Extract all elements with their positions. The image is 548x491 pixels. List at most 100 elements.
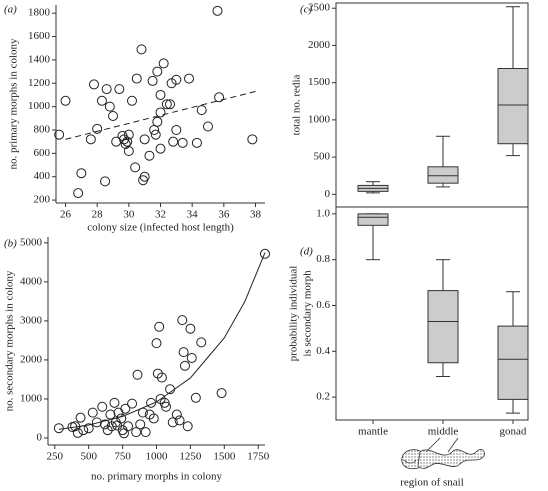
point xyxy=(155,107,166,118)
point xyxy=(140,427,151,438)
point xyxy=(212,5,223,16)
point xyxy=(123,129,134,140)
fit-line xyxy=(58,252,266,430)
point xyxy=(148,413,159,424)
point xyxy=(139,171,150,182)
y-tick-label: 1000 xyxy=(28,100,51,112)
point xyxy=(99,419,110,430)
panel-label: (d) xyxy=(300,246,313,258)
point xyxy=(247,134,258,145)
point xyxy=(147,75,158,86)
point xyxy=(158,58,169,69)
box xyxy=(497,325,529,400)
y-tick-label: 0.6 xyxy=(316,299,330,311)
y-tick-label: 1800 xyxy=(28,7,51,19)
x-tick-label: gonad xyxy=(500,426,527,438)
y-tick-label: 2000 xyxy=(308,39,331,51)
point xyxy=(100,176,111,187)
y-tick-label: 1500 xyxy=(308,76,331,88)
point xyxy=(137,407,148,418)
x-tick-label: 1250 xyxy=(179,451,202,463)
point xyxy=(177,137,188,148)
point xyxy=(178,347,189,358)
y-axis-title: no. primary morphs in colony xyxy=(8,38,20,170)
y-tick-label: 1200 xyxy=(28,77,51,89)
y-tick-label: 1000 xyxy=(20,392,43,404)
point xyxy=(75,412,86,423)
point xyxy=(120,139,131,150)
x-axis-title: region of snail xyxy=(400,477,464,489)
y-axis-title: probability individual xyxy=(288,266,300,362)
y-axis-title: is secondary morph xyxy=(302,270,314,357)
point xyxy=(152,116,163,127)
point xyxy=(136,44,147,55)
point xyxy=(60,95,71,106)
point xyxy=(54,129,65,140)
x-tick-label: 36 xyxy=(218,209,230,221)
y-axis-title: total no. redia xyxy=(291,74,303,135)
x-tick-label: 32 xyxy=(155,209,166,221)
point xyxy=(127,95,137,106)
point xyxy=(144,150,155,161)
point xyxy=(120,403,131,414)
point xyxy=(171,124,182,135)
point xyxy=(191,137,202,148)
point xyxy=(111,136,122,147)
point xyxy=(97,401,108,412)
y-tick-label: 0 xyxy=(37,432,43,444)
point xyxy=(177,315,188,326)
point xyxy=(171,74,182,85)
snail-drawing xyxy=(401,437,485,470)
point xyxy=(104,101,115,112)
point xyxy=(96,95,107,106)
point xyxy=(203,121,213,132)
point xyxy=(123,146,134,157)
point xyxy=(151,338,162,349)
plot-frame xyxy=(335,206,529,421)
point xyxy=(146,397,157,408)
point xyxy=(168,136,179,147)
point xyxy=(78,425,89,436)
point xyxy=(132,369,143,380)
point xyxy=(131,73,142,84)
x-tick-label: middle xyxy=(428,426,459,438)
panel-label: (c) xyxy=(300,4,313,16)
point xyxy=(85,134,96,145)
point xyxy=(165,99,175,110)
point xyxy=(156,372,167,383)
point xyxy=(87,407,98,418)
point xyxy=(160,401,171,412)
x-tick-label: 1000 xyxy=(146,451,169,463)
point xyxy=(112,420,123,431)
panel-label: (a) xyxy=(4,4,17,16)
point xyxy=(76,168,87,179)
y-tick-label: 1000 xyxy=(308,113,331,125)
x-tick-label: 34 xyxy=(187,209,199,221)
box xyxy=(427,290,459,364)
y-tick-label: 500 xyxy=(314,151,331,163)
point xyxy=(108,110,118,121)
point xyxy=(113,407,124,418)
point xyxy=(83,423,94,434)
x-axis-title: no. primary morphs in colony xyxy=(91,471,223,483)
point xyxy=(161,99,172,110)
point xyxy=(118,428,129,439)
point xyxy=(165,384,176,395)
y-tick-label: 600 xyxy=(34,147,51,159)
point xyxy=(155,143,166,154)
y-tick-label: 0.8 xyxy=(316,253,330,265)
point xyxy=(171,409,182,420)
point xyxy=(184,73,194,84)
x-tick-label: 250 xyxy=(47,451,64,463)
point xyxy=(123,421,134,432)
point xyxy=(101,84,112,95)
point xyxy=(182,421,193,432)
fit-line xyxy=(65,90,256,140)
point xyxy=(167,417,178,428)
point xyxy=(196,105,207,116)
point xyxy=(185,323,196,334)
point xyxy=(214,92,225,103)
x-tick-label: 26 xyxy=(60,209,72,221)
point xyxy=(73,188,84,199)
